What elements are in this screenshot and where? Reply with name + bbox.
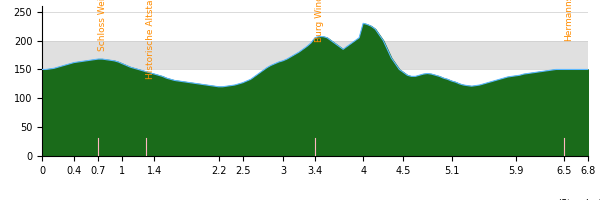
Text: Hermannshof: Hermannshof bbox=[564, 0, 573, 41]
Text: Schloss Weinheim: Schloss Weinheim bbox=[98, 0, 107, 51]
Text: Historische Altstadt Weinheim: Historische Altstadt Weinheim bbox=[146, 0, 155, 79]
Text: Burg Windeck: Burg Windeck bbox=[315, 0, 324, 42]
Bar bbox=[42, 41, 588, 69]
X-axis label: (Strecke/km): (Strecke/km) bbox=[557, 198, 600, 200]
